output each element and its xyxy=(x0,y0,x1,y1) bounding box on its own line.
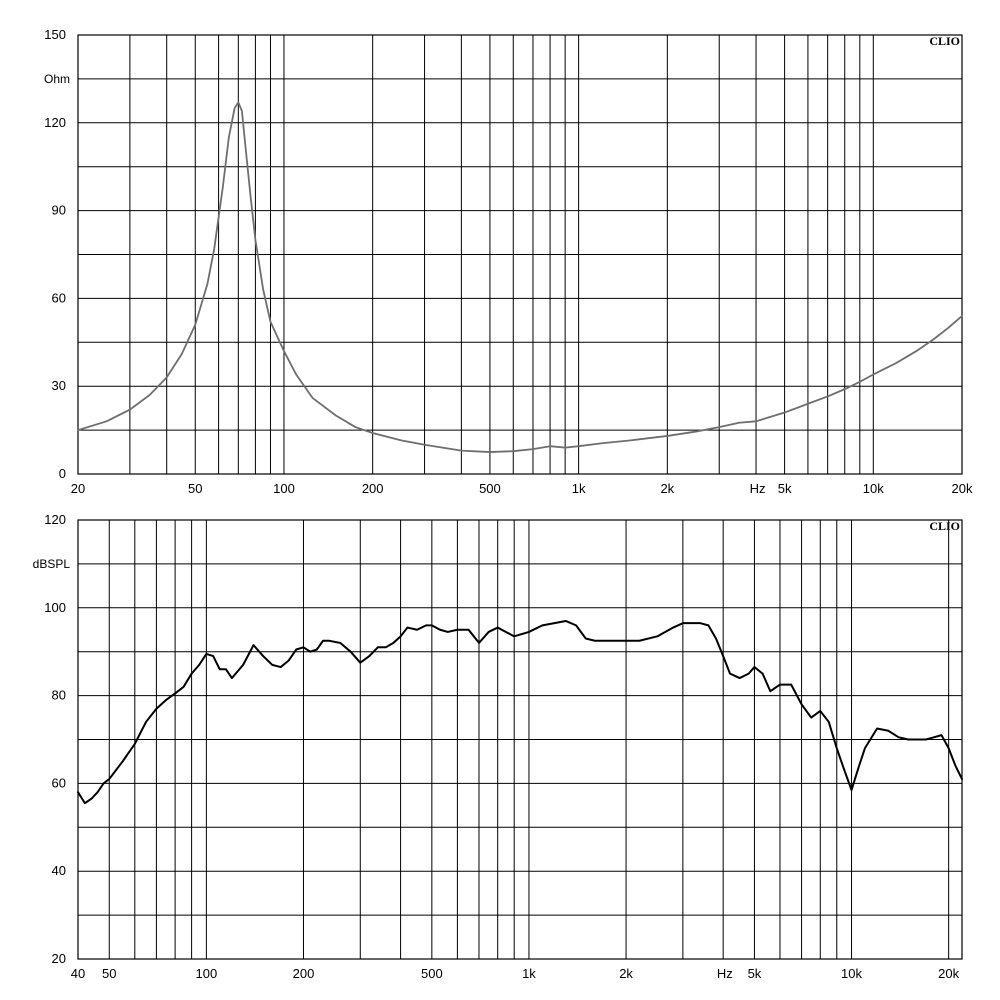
x-tick-label: 20k xyxy=(952,481,973,496)
y-tick-label: 120 xyxy=(44,115,66,130)
x-tick-label: 1k xyxy=(572,481,586,496)
spl-curve xyxy=(77,619,963,805)
y-tick-label: 150 xyxy=(44,27,66,42)
y-tick-label: 60 xyxy=(52,775,66,790)
x-tick-label: 20 xyxy=(71,481,85,496)
spl-chart: 20 40 60 80 100 120 dBSPL 40 50 100 200 500 1k 2k 5k 10… xyxy=(33,512,963,981)
x-tick-label: 10k xyxy=(841,966,862,981)
y-tick-label: 100 xyxy=(44,600,66,615)
x-tick-label: 5k xyxy=(778,481,792,496)
y-axis-unit-label: dBSPL xyxy=(33,557,71,571)
y-tick-label: 30 xyxy=(52,378,66,393)
x-tick-label: 500 xyxy=(479,481,501,496)
y-tick-label: 0 xyxy=(59,466,66,481)
impedance-curve xyxy=(77,101,963,453)
x-tick-label: 1k xyxy=(522,966,536,981)
impedance-chart: 0 30 60 90 120 150 Ohm 20 50 100 200 500 1k 2k 5k 10k 20… xyxy=(44,27,973,496)
brand-label: CLIO xyxy=(929,34,960,48)
x-tick-label: 200 xyxy=(362,481,384,496)
y-axis-unit-label: Ohm xyxy=(44,72,70,86)
x-tick-label: 2k xyxy=(660,481,674,496)
x-tick-label: 10k xyxy=(863,481,884,496)
x-tick-label: 2k xyxy=(619,966,633,981)
x-axis-unit-label: Hz xyxy=(717,966,733,981)
y-tick-label: 120 xyxy=(44,512,66,527)
y-tick-label: 90 xyxy=(52,203,66,218)
x-tick-label: 100 xyxy=(196,966,218,981)
x-tick-label: 50 xyxy=(188,481,202,496)
x-tick-label: 500 xyxy=(421,966,443,981)
y-tick-label: 80 xyxy=(52,688,66,703)
brand-label: CLIO xyxy=(929,519,960,533)
x-tick-label: 5k xyxy=(748,966,762,981)
y-tick-label: 40 xyxy=(52,863,66,878)
x-axis-unit-label: Hz xyxy=(750,481,766,496)
x-tick-label: 100 xyxy=(273,481,295,496)
x-tick-label: 20k xyxy=(938,966,959,981)
y-tick-label: 60 xyxy=(52,290,66,305)
x-tick-label: 200 xyxy=(293,966,315,981)
x-tick-label: 50 xyxy=(102,966,116,981)
y-tick-label: 20 xyxy=(52,951,66,966)
x-tick-label: 40 xyxy=(71,966,85,981)
